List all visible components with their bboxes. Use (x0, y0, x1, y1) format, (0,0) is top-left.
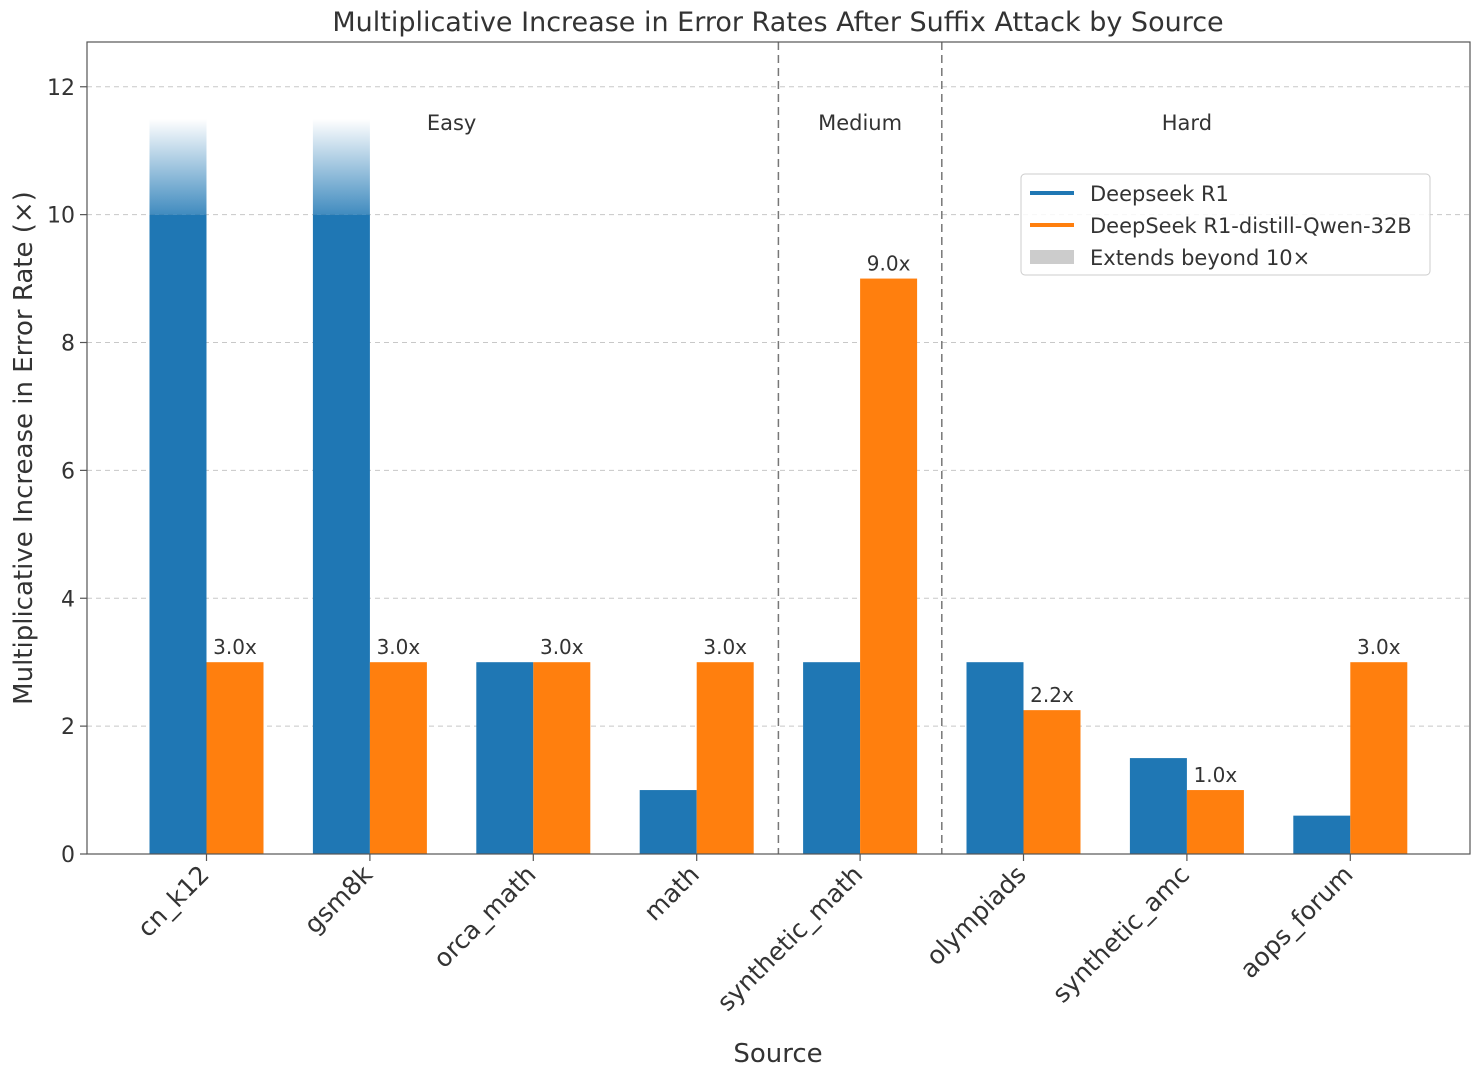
xtick-label-aops_forum: aops_forum (1234, 860, 1358, 984)
bar-deepseek-r1-aops_forum (1293, 815, 1351, 854)
bar-deepseek-r1-synthetic_math (803, 662, 861, 854)
xtick-label-synthetic_amc: synthetic_amc (1047, 860, 1196, 1009)
bar-qwen-32b-math (696, 662, 754, 854)
group-label-easy: Easy (427, 111, 477, 135)
bar-deepseek-r1-cn_k12 (149, 214, 207, 854)
y-axis-ticks: 0 2 4 6 8 10 12 (47, 76, 87, 868)
bar-deepseek-r1-gsm8k (312, 214, 370, 854)
xtick-label-orca_math: orca_math (428, 860, 542, 974)
x-axis-ticks: cn_k12 gsm8k orca_math math synthetic_math ol… (132, 854, 1359, 1017)
value-label-olympiads: 2.2x (1030, 683, 1074, 707)
value-label-cn_k12: 3.0x (213, 635, 257, 659)
value-label-math: 3.0x (703, 635, 747, 659)
value-label-synthetic_math: 9.0x (867, 252, 911, 276)
bar-deepseek-r1-olympiads (966, 662, 1024, 854)
bar-qwen-32b-aops_forum (1350, 662, 1408, 854)
value-label-orca_math: 3.0x (540, 635, 584, 659)
group-dividers (777, 42, 943, 854)
value-label-aops_forum: 3.0x (1357, 635, 1401, 659)
bar-qwen-32b-gsm8k (369, 662, 427, 854)
bar-deepseek-r1-orca_math (476, 662, 534, 854)
bar-extension-cn_k12 (149, 118, 207, 215)
xtick-label-synthetic_math: synthetic_math (711, 860, 868, 1017)
bar-deepseek-r1-synthetic_amc (1129, 758, 1187, 854)
y-axis-title: Multiplicative Increase in Error Rate (×… (9, 191, 39, 705)
ytick-label-12: 12 (47, 76, 75, 101)
ytick-label-6: 6 (61, 459, 75, 484)
value-label-synthetic_amc: 1.0x (1194, 763, 1238, 787)
chart-title: Multiplicative Increase in Error Rates A… (332, 7, 1223, 38)
ytick-label-0: 0 (61, 843, 75, 868)
xtick-label-math: math (638, 860, 705, 927)
ytick-label-4: 4 (61, 587, 75, 612)
bar-deepseek-r1-math (639, 790, 697, 854)
bar-qwen-32b-cn_k12 (206, 662, 264, 854)
value-label-gsm8k: 3.0x (377, 635, 421, 659)
group-label-hard: Hard (1162, 111, 1212, 135)
legend-swatch-2 (1030, 250, 1074, 264)
legend-box (1020, 173, 1431, 276)
ytick-label-2: 2 (61, 715, 75, 740)
legend: Deepseek R1 DeepSeek R1-distill-Qwen-32B E… (1020, 173, 1431, 276)
bar-qwen-32b-synthetic_amc (1186, 790, 1244, 854)
bar-qwen-32b-synthetic_math (860, 278, 918, 855)
ytick-label-10: 10 (47, 204, 75, 229)
plot-frame (86, 41, 1471, 855)
bar-value-labels: 3.0x 3.0x 3.0x 3.0x 9.0x 2.2x 1.0x 3.0x (213, 252, 1401, 787)
bar-qwen-32b-orca_math (533, 662, 591, 854)
legend-label-2: Extends beyond 10× (1090, 246, 1310, 270)
xtick-label-olympiads: olympiads (920, 860, 1031, 971)
xtick-label-cn_k12: cn_k12 (132, 860, 215, 943)
legend-label-1: DeepSeek R1-distill-Qwen-32B (1090, 214, 1412, 238)
difficulty-group-labels: Easy Medium Hard (427, 111, 1212, 135)
bars-layer (149, 118, 1408, 855)
legend-label-0: Deepseek R1 (1090, 182, 1229, 206)
bar-qwen-32b-olympiads (1023, 710, 1081, 854)
xtick-label-gsm8k: gsm8k (298, 859, 378, 939)
group-label-medium: Medium (818, 111, 902, 135)
x-axis-title: Source (733, 1039, 822, 1069)
bar-extension-gsm8k (312, 118, 370, 215)
ytick-label-8: 8 (61, 332, 75, 357)
